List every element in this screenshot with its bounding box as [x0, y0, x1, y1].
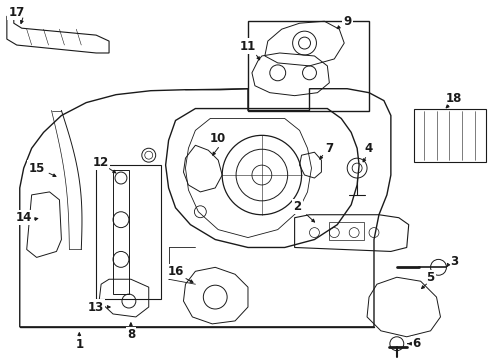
Text: 1: 1: [75, 338, 83, 351]
Text: 15: 15: [28, 162, 45, 175]
Text: 6: 6: [413, 337, 421, 350]
Text: 18: 18: [445, 92, 462, 105]
Text: 12: 12: [93, 156, 109, 168]
Text: 14: 14: [16, 211, 32, 224]
Text: 16: 16: [168, 265, 184, 278]
Text: 10: 10: [210, 132, 226, 145]
Text: 3: 3: [450, 255, 459, 268]
Text: 13: 13: [88, 301, 104, 314]
Text: 2: 2: [294, 200, 302, 213]
Text: 11: 11: [240, 40, 256, 53]
Text: 7: 7: [325, 142, 333, 155]
Bar: [329, 222, 364, 239]
Text: 17: 17: [9, 6, 25, 19]
Text: 9: 9: [343, 15, 351, 28]
Text: 4: 4: [365, 142, 373, 155]
Text: 5: 5: [426, 271, 435, 284]
Text: 8: 8: [127, 328, 135, 341]
